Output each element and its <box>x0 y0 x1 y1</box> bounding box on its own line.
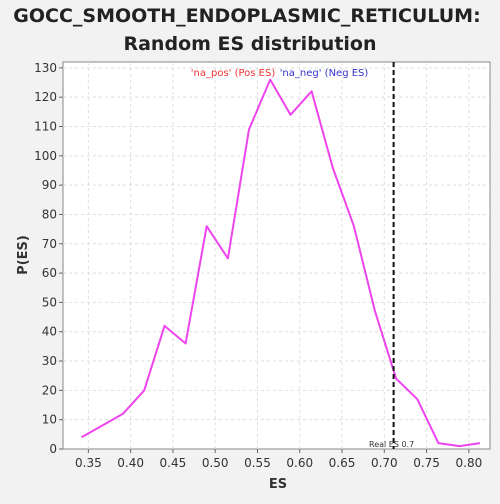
y-tick-label: 60 <box>42 266 57 280</box>
series-group <box>81 78 481 448</box>
x-tick-label: 0.65 <box>329 456 356 470</box>
y-tick-label: 120 <box>34 90 57 104</box>
y-tick-label: 10 <box>42 413 57 427</box>
grid-lines <box>63 62 490 449</box>
y-tick-label: 90 <box>42 178 57 192</box>
x-axis-ticks: 0.35 0.40 0.45 0.50 0.55 0.60 0.65 0.70 0.75 0.80 <box>75 449 482 470</box>
x-tick-label: 0.50 <box>202 456 229 470</box>
y-tick-label: 0 <box>49 442 57 456</box>
y-tick-label: 50 <box>42 295 57 309</box>
x-tick-label: 0.40 <box>117 456 144 470</box>
x-tick-label: 0.45 <box>160 456 187 470</box>
neg-es-annotation: 'na_neg' (Neg ES) <box>280 68 369 79</box>
x-tick-label: 0.35 <box>75 456 102 470</box>
y-axis-label: P(ES) <box>16 235 31 275</box>
real-es-group: Real ES 0.7 <box>369 62 414 449</box>
x-tick-label: 0.75 <box>413 456 440 470</box>
y-tick-label: 130 <box>34 61 57 75</box>
y-tick-label: 40 <box>42 325 57 339</box>
x-tick-label: 0.70 <box>371 456 398 470</box>
y-tick-label: 80 <box>42 207 57 221</box>
y-axis-ticks: 0 10 20 30 40 50 60 70 80 90 100 110 120 130 <box>34 61 63 456</box>
x-tick-label: 0.55 <box>244 456 271 470</box>
real-es-label: Real ES 0.7 <box>369 440 414 449</box>
y-tick-label: 20 <box>42 383 57 397</box>
plot-area <box>62 61 491 450</box>
x-axis-label: ES <box>269 477 287 492</box>
y-tick-label: 70 <box>42 237 57 251</box>
x-tick-label: 0.80 <box>456 456 483 470</box>
pos-es-annotation: 'na_pos' (Pos ES) <box>191 68 276 79</box>
chart-title-line2: Random ES distribution <box>123 33 376 55</box>
y-tick-label: 30 <box>42 354 57 368</box>
x-tick-label: 0.60 <box>286 456 313 470</box>
y-tick-label: 110 <box>34 120 57 134</box>
y-tick-label: 100 <box>34 149 57 163</box>
chart-title-line1: GOCC_SMOOTH_ENDOPLASMIC_RETICULUM: <box>13 5 480 27</box>
es-distribution-line <box>81 78 481 448</box>
